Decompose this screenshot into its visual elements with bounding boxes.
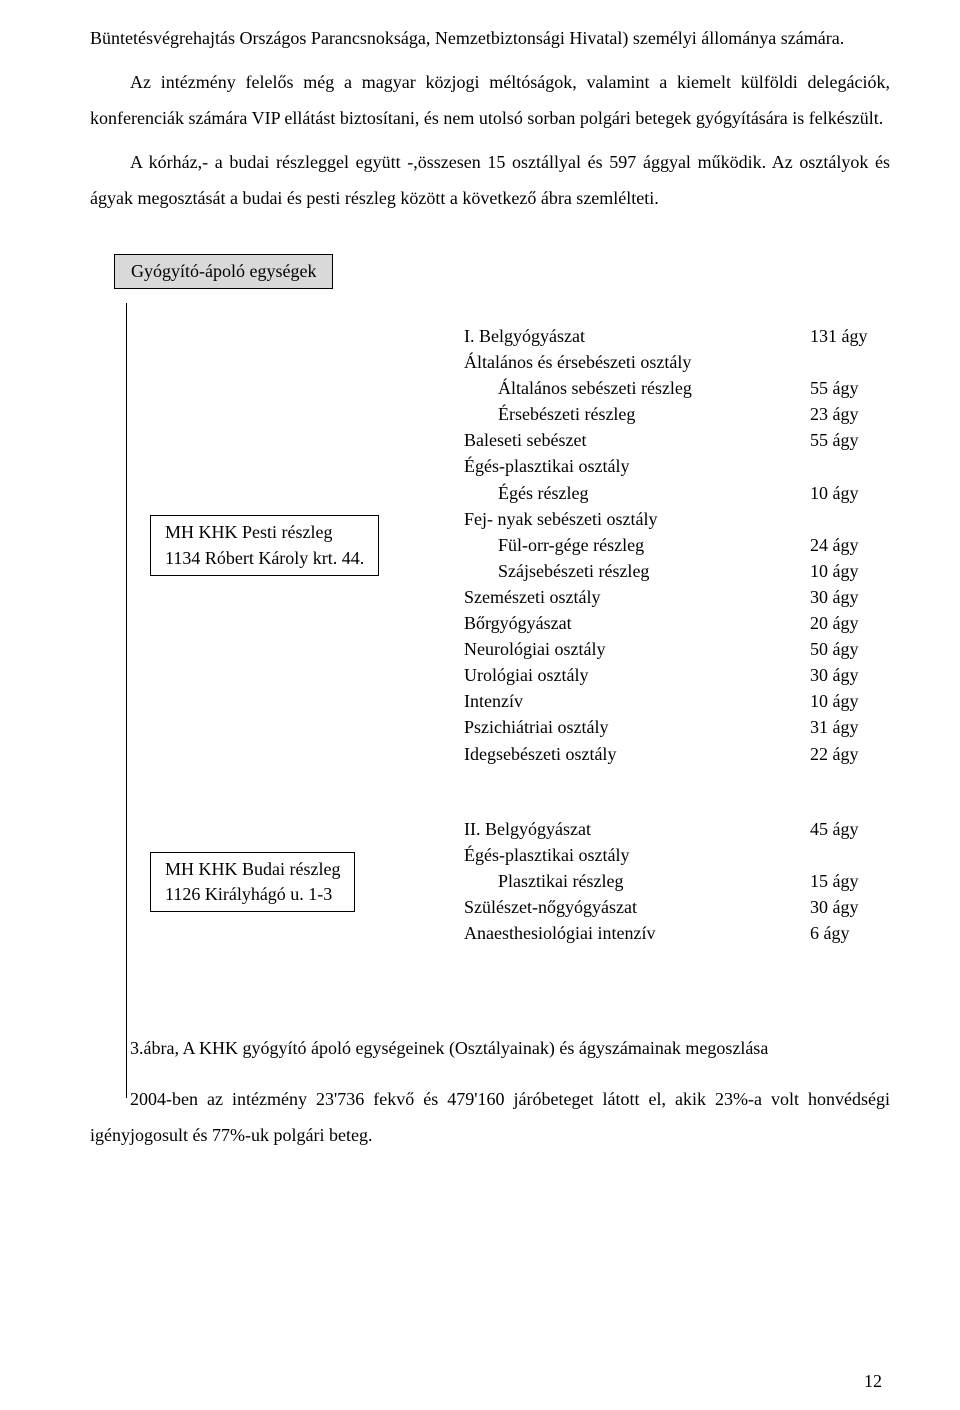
list-item: Égés-plasztikai osztály [464, 842, 890, 868]
list-item-value: 55 ágy [810, 375, 890, 401]
list-item-label: Urológiai osztály [464, 662, 810, 688]
budai-list: II. Belgyógyászat45 ágyÉgés-plasztikai o… [464, 816, 890, 946]
list-item-value: 23 ágy [810, 401, 890, 427]
list-item-label: Égés-plasztikai osztály [464, 842, 810, 868]
list-item-value: 15 ágy [810, 868, 890, 894]
list-item: II. Belgyógyászat45 ágy [464, 816, 890, 842]
list-item-label: Érsebészeti részleg [464, 401, 810, 427]
list-item: Fej- nyak sebészeti osztály [464, 506, 890, 532]
list-item-label: Szájsebészeti részleg [464, 558, 810, 584]
pesti-row: MH KHK Pesti részleg 1134 Róbert Károly … [90, 323, 890, 768]
list-item: Neurológiai osztály50 ágy [464, 636, 890, 662]
list-item: Szemészeti osztály30 ágy [464, 584, 890, 610]
list-item-value: 10 ágy [810, 558, 890, 584]
list-item-value: 22 ágy [810, 741, 890, 767]
list-item-label: Égés-plasztikai osztály [464, 453, 810, 479]
list-item-label: Általános és érsebészeti osztály [464, 349, 810, 375]
org-diagram: Gyógyító-ápoló egységek MH KHK Pesti rés… [90, 254, 890, 948]
list-item-value [810, 453, 890, 479]
budai-line2: 1126 Királyhágó u. 1-3 [165, 882, 340, 907]
list-item-value: 10 ágy [810, 480, 890, 506]
list-item: Bőrgyógyászat20 ágy [464, 610, 890, 636]
list-item: Érsebészeti részleg23 ágy [464, 401, 890, 427]
list-item-label: II. Belgyógyászat [464, 816, 810, 842]
list-item-value: 30 ágy [810, 894, 890, 920]
list-item-value: 20 ágy [810, 610, 890, 636]
pesti-line1: MH KHK Pesti részleg [165, 520, 364, 545]
intro-paragraph-a: Büntetésvégrehajtás Országos Parancsnoks… [90, 20, 890, 56]
list-item-value: 30 ágy [810, 584, 890, 610]
list-item: Égés-plasztikai osztály [464, 453, 890, 479]
list-item-value [810, 842, 890, 868]
list-item-value: 131 ágy [810, 323, 890, 349]
list-item: Pszichiátriai osztály31 ágy [464, 714, 890, 740]
list-item: Szülészet-nőgyógyászat30 ágy [464, 894, 890, 920]
pesti-box: MH KHK Pesti részleg 1134 Róbert Károly … [150, 515, 379, 575]
list-item: Égés részleg10 ágy [464, 480, 890, 506]
intro-paragraph-c: A kórház,- a budai részleggel együtt -,ö… [90, 144, 890, 216]
list-item-value: 31 ágy [810, 714, 890, 740]
list-item: Általános és érsebészeti osztály [464, 349, 890, 375]
pesti-line2: 1134 Róbert Károly krt. 44. [165, 546, 364, 571]
list-item-label: Fej- nyak sebészeti osztály [464, 506, 810, 532]
list-item: I. Belgyógyászat131 ágy [464, 323, 890, 349]
page-number: 12 [864, 1371, 882, 1392]
last-paragraph: 2004-ben az intézmény 23'736 fekvő és 47… [90, 1081, 890, 1153]
budai-line1: MH KHK Budai részleg [165, 857, 340, 882]
list-item-label: Baleseti sebészet [464, 427, 810, 453]
list-item-label: Pszichiátriai osztály [464, 714, 810, 740]
list-item-label: I. Belgyógyászat [464, 323, 810, 349]
list-item-label: Idegsebészeti osztály [464, 741, 810, 767]
list-item-label: Neurológiai osztály [464, 636, 810, 662]
list-item: Baleseti sebészet55 ágy [464, 427, 890, 453]
budai-row: MH KHK Budai részleg 1126 Királyhágó u. … [90, 816, 890, 948]
list-item-value [810, 349, 890, 375]
figure-caption: 3.ábra, A KHK gyógyító ápoló egységeinek… [90, 1034, 890, 1063]
list-item: Idegsebészeti osztály22 ágy [464, 741, 890, 767]
list-item-label: Fül-orr-gége részleg [464, 532, 810, 558]
list-item: Szájsebészeti részleg10 ágy [464, 558, 890, 584]
list-item: Anaesthesiológiai intenzív6 ágy [464, 920, 890, 946]
header-box: Gyógyító-ápoló egységek [114, 254, 333, 289]
list-item-label: Általános sebészeti részleg [464, 375, 810, 401]
list-item-label: Szemészeti osztály [464, 584, 810, 610]
list-item: Általános sebészeti részleg55 ágy [464, 375, 890, 401]
list-item: Plasztikai részleg15 ágy [464, 868, 890, 894]
list-item-label: Intenzív [464, 688, 810, 714]
list-item-value: 10 ágy [810, 688, 890, 714]
list-item-label: Anaesthesiológiai intenzív [464, 920, 810, 946]
list-item: Intenzív10 ágy [464, 688, 890, 714]
list-item-value: 55 ágy [810, 427, 890, 453]
list-item-value: 24 ágy [810, 532, 890, 558]
list-item-value: 45 ágy [810, 816, 890, 842]
list-item: Fül-orr-gége részleg24 ágy [464, 532, 890, 558]
intro-paragraph-b: Az intézmény felelős még a magyar közjog… [90, 64, 890, 136]
pesti-list: I. Belgyógyászat131 ágyÁltalános és érse… [464, 323, 890, 767]
list-item-value: 6 ágy [810, 920, 890, 946]
list-item: Urológiai osztály30 ágy [464, 662, 890, 688]
list-item-label: Szülészet-nőgyógyászat [464, 894, 810, 920]
list-item-label: Bőrgyógyászat [464, 610, 810, 636]
budai-box: MH KHK Budai részleg 1126 Királyhágó u. … [150, 852, 355, 912]
list-item-label: Égés részleg [464, 480, 810, 506]
list-item-value: 30 ágy [810, 662, 890, 688]
connector-line [126, 303, 127, 1098]
list-item-value: 50 ágy [810, 636, 890, 662]
list-item-value [810, 506, 890, 532]
list-item-label: Plasztikai részleg [464, 868, 810, 894]
